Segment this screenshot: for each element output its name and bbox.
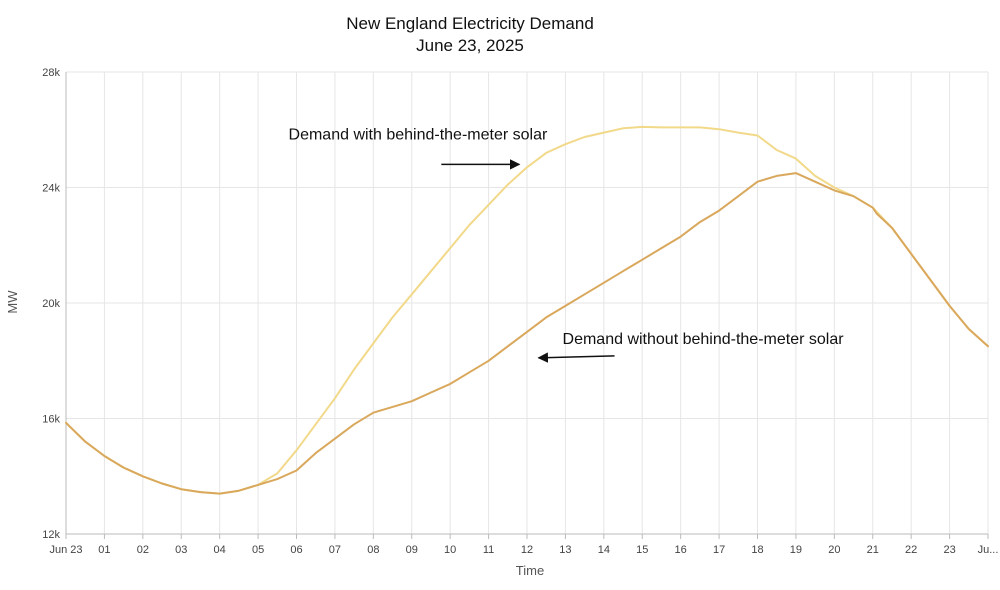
y-tick-label: 20k xyxy=(42,298,60,310)
x-tick-label: 21 xyxy=(867,544,879,556)
chart-title: New England Electricity Demand xyxy=(346,14,594,33)
x-tick-label: 04 xyxy=(214,544,226,556)
y-axis-label: MW xyxy=(5,290,20,314)
x-tick-label: 11 xyxy=(483,544,494,556)
x-tick-label: 06 xyxy=(290,544,302,556)
y-tick-label: 28k xyxy=(42,67,60,79)
x-tick-label: Jun 23 xyxy=(49,544,82,556)
x-tick-label: 02 xyxy=(137,544,149,556)
x-tick-label: 10 xyxy=(444,544,456,556)
x-tick-label: Ju... xyxy=(978,544,999,556)
x-tick-label: 19 xyxy=(790,544,802,556)
y-tick-label: 16k xyxy=(42,414,60,426)
y-tick-label: 24k xyxy=(42,183,60,195)
series-line-without-solar xyxy=(65,172,989,495)
annotations: Demand with behind-the-meter solar Demand… xyxy=(289,126,845,363)
annotation-arrow-without-solar xyxy=(537,352,615,363)
annotation-with-solar: Demand with behind-the-meter solar xyxy=(289,126,548,143)
x-tick-label: 22 xyxy=(905,544,917,556)
x-tick-label: 07 xyxy=(329,544,341,556)
chart-subtitle: June 23, 2025 xyxy=(416,36,524,55)
x-tick-label: 05 xyxy=(252,544,264,556)
x-tick-label: 20 xyxy=(828,544,840,556)
x-tick-label: 18 xyxy=(751,544,763,556)
x-tick-label: 03 xyxy=(175,544,187,556)
x-tick-label: 09 xyxy=(406,544,418,556)
y-tick-label: 12k xyxy=(42,529,60,541)
x-tick-label: 16 xyxy=(675,544,687,556)
x-tick-label: 17 xyxy=(713,544,725,556)
x-axis-label: Time xyxy=(516,563,544,578)
x-tick-label: 12 xyxy=(521,544,533,556)
x-tick-label: 15 xyxy=(636,544,648,556)
x-tick-label: 23 xyxy=(943,544,955,556)
x-tick-label: 13 xyxy=(559,544,571,556)
axes: 12k 16k 20k 24k 28k Jun 23 01 02 03 04 05 06 07 08 09 1… xyxy=(42,67,998,556)
series-lines xyxy=(65,125,989,495)
x-tick-label: 08 xyxy=(367,544,379,556)
annotation-without-solar: Demand without behind-the-meter solar xyxy=(563,331,845,348)
x-tick-label: 14 xyxy=(598,544,610,556)
x-tick-label: 01 xyxy=(98,544,110,556)
